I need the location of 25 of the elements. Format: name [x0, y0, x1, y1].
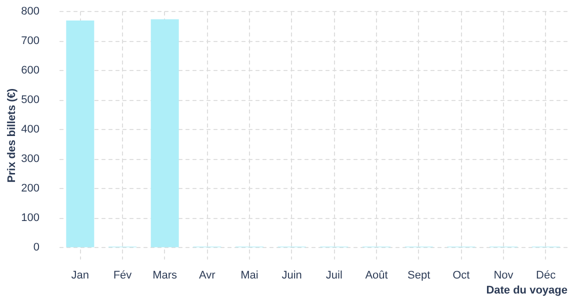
y-tick-label: 300	[21, 153, 40, 166]
x-tick-label: Juin	[282, 270, 302, 282]
x-tick-label: Juil	[326, 270, 342, 282]
y-tick-label: 600	[21, 64, 40, 77]
y-tick-label: 200	[21, 182, 40, 195]
y-tick-label: 0	[33, 242, 40, 254]
x-tick-label: Mai	[240, 270, 258, 282]
y-tick-label: 700	[21, 35, 40, 48]
x-axis-title: Date du voyage	[486, 284, 568, 296]
y-axis-title: Prix des billets (€)	[6, 88, 18, 183]
x-tick-label: Sept	[408, 270, 430, 282]
x-tick-label: Nov	[494, 270, 514, 282]
x-tick-label: Oct	[452, 270, 470, 282]
y-tick-label: 800	[21, 6, 40, 18]
y-tick-label: 500	[21, 94, 40, 106]
bar	[150, 19, 179, 248]
bar	[66, 20, 94, 248]
x-tick-label: Jan	[71, 270, 90, 282]
y-tick-label: 400	[21, 124, 40, 136]
y-tick-label: 100	[21, 212, 40, 224]
x-tick-label: Déc	[536, 270, 556, 282]
x-tick-label: Fév	[113, 270, 132, 282]
x-tick-label: Août	[365, 270, 388, 282]
x-tick-label: Mars	[152, 270, 178, 282]
x-tick-label: Avr	[199, 270, 216, 282]
